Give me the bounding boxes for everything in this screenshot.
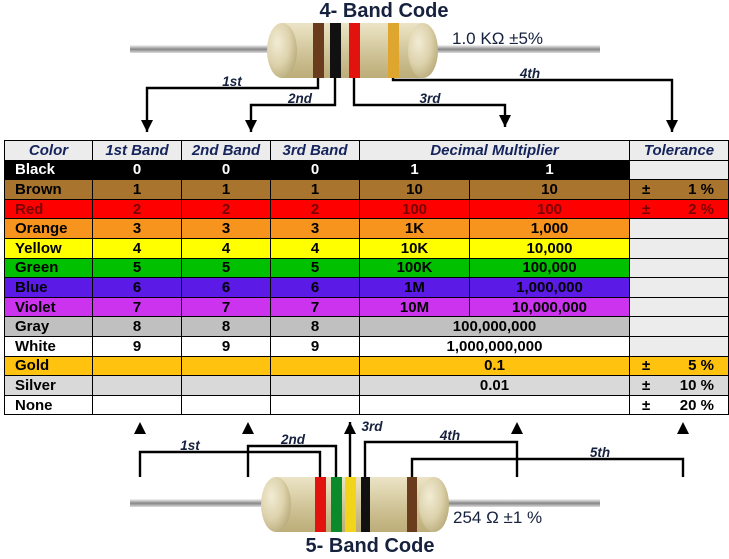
svg-text:1st: 1st — [180, 438, 200, 453]
svg-text:3rd: 3rd — [419, 91, 441, 106]
svg-text:5th: 5th — [590, 445, 610, 460]
svg-text:4- Band Code: 4- Band Code — [320, 0, 449, 22]
svg-text:4th: 4th — [519, 66, 540, 81]
svg-text:2nd: 2nd — [280, 432, 306, 447]
svg-text:4th: 4th — [439, 428, 460, 443]
svg-text:3rd: 3rd — [361, 419, 383, 434]
svg-text:1st: 1st — [222, 74, 242, 89]
svg-text:1.0 KΩ ±5%: 1.0 KΩ ±5% — [452, 29, 543, 48]
svg-text:254 Ω ±1 %: 254 Ω ±1 % — [453, 508, 542, 527]
svg-text:2nd: 2nd — [287, 91, 313, 106]
svg-text:5- Band Code: 5- Band Code — [306, 535, 435, 557]
